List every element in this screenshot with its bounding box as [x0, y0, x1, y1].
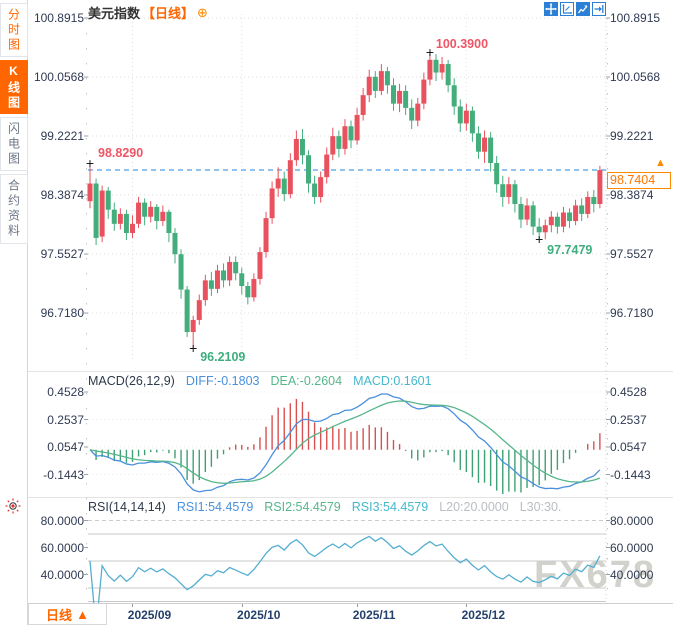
macd-diff-value: DIFF:-0.1803	[185, 374, 260, 388]
sidebar-item-contract-info[interactable]: 合约资料	[0, 174, 28, 244]
axis-label: 0.0547	[610, 440, 647, 454]
rsi-header: RSI(14,14,14) RSI1:54.4579 RSI2:54.4579 …	[88, 500, 561, 514]
rsi2-value: RSI2:54.4579	[264, 500, 341, 514]
axis-label: 0.2537	[47, 412, 84, 427]
macd-dea-line	[89, 400, 601, 484]
axis-label: 40.0000	[40, 567, 84, 582]
macd-rsi-separator	[28, 497, 673, 498]
period-label: 日线	[46, 607, 73, 623]
macd-header: MACD(26,12,9) DIFF:-0.1803 DEA:-0.2604 M…	[88, 374, 432, 388]
time-axis-tick	[241, 604, 243, 607]
axis-label: 97.5527	[610, 247, 654, 262]
price-annotation: 97.7479	[547, 243, 593, 258]
candlestick-series	[87, 53, 603, 349]
rsi3-value: RSI3:54.4579	[351, 500, 429, 514]
rsi-l30-value: L30:30.	[519, 500, 562, 514]
sidebar-item-candlestick-chart[interactable]: K线图	[0, 60, 28, 114]
axis-label: -0.1443	[43, 467, 84, 482]
left-axis-minor-ticks	[86, 18, 87, 600]
macd-histogram	[95, 398, 601, 494]
axis-label: 100.8915	[610, 11, 661, 25]
price-marker: +	[85, 154, 95, 171]
axis-label: 100.0568	[33, 70, 84, 84]
price-annotation: 96.2109	[200, 349, 246, 364]
time-axis-tick	[357, 604, 359, 607]
axis-label: 100.0568	[610, 70, 661, 84]
range-tool-icon[interactable]	[560, 2, 574, 16]
price-up-arrow: ▲	[655, 157, 666, 170]
sidebar-item-lightning-chart[interactable]: 闪电图	[0, 117, 28, 171]
chart-title-row: 美元指数 【日线】 ⊕	[88, 3, 208, 22]
sidebar-item-label: 合约资料	[6, 179, 21, 239]
time-axis-label: 2025/09	[127, 608, 172, 622]
period-tag: 【日线】	[142, 6, 195, 21]
axis-label: 60.0000	[610, 540, 654, 555]
sidebar: 分时图 K线图 闪电图 合约资料	[0, 0, 28, 625]
axis-label: 99.2221	[610, 129, 654, 143]
symbol-name: 美元指数	[88, 6, 141, 21]
axis-label: 98.3874	[610, 188, 654, 202]
right-axis-minor-ticks	[607, 18, 608, 600]
plus-icon[interactable]: ⊕	[197, 4, 208, 20]
price-marker: +	[425, 44, 434, 61]
live-sun-icon[interactable]	[5, 498, 21, 514]
price-annotation: 98.8290	[98, 145, 144, 160]
time-axis-label: 2025/12	[461, 608, 506, 622]
rsi-l20-value: L20:20.0000	[439, 500, 509, 514]
axis-label: 0.0547	[47, 440, 84, 454]
sidebar-item-label: 闪电图	[6, 121, 21, 167]
time-axis-tick	[466, 604, 468, 607]
price-marker: +	[535, 231, 544, 248]
axis-label: 60.0000	[40, 540, 84, 555]
time-axis-label: 2025/10	[237, 608, 281, 622]
price-marker: +	[189, 339, 198, 356]
axis-label: 100.8915	[33, 11, 84, 25]
axis-label: 0.2537	[610, 412, 647, 427]
chart-toolbar	[544, 2, 606, 16]
bottom-bar: 日线 ▲ 2025/09 2025/10 2025/11 2025/12	[28, 603, 673, 625]
sidebar-item-label: K线图	[6, 63, 21, 111]
axis-label: 97.5527	[40, 247, 84, 262]
rsi-line	[89, 535, 601, 625]
axis-label: 99.2221	[40, 129, 84, 143]
period-arrow-icon: ▲	[76, 606, 89, 622]
rsi1-value: RSI1:54.4579	[176, 500, 254, 514]
axis-label: 40.0000	[610, 567, 654, 582]
sidebar-item-timeline-chart[interactable]: 分时图	[0, 3, 28, 57]
price-annotation: 100.3900	[435, 37, 489, 52]
axis-label: -0.1443	[610, 467, 651, 482]
line-chart-tool-icon[interactable]	[576, 2, 590, 16]
macd-bar-value: MACD:0.1601	[353, 374, 432, 388]
time-axis-tick	[132, 604, 134, 607]
axis-label: 96.7180	[610, 306, 654, 321]
move-tool-icon[interactable]	[544, 2, 558, 16]
time-axis-label: 2025/11	[352, 608, 396, 622]
axis-label: 0.4528	[47, 385, 84, 399]
axis-label: 80.0000	[610, 513, 654, 528]
axis-label: 98.3874	[40, 188, 84, 202]
macd-dea-value: DEA:-0.2604	[270, 374, 343, 388]
macd-name: MACD(26,12,9)	[88, 374, 175, 388]
main-macd-separator	[28, 371, 673, 372]
sidebar-item-label: 分时图	[6, 7, 21, 53]
current-price-tag: 98.7404	[607, 172, 671, 190]
period-selector[interactable]: 日线 ▲	[28, 604, 107, 625]
exit-right-tool-icon[interactable]	[592, 2, 606, 16]
macd-diff-line	[89, 393, 601, 493]
rsi-name: RSI(14,14,14)	[88, 500, 166, 514]
axis-label: 80.0000	[40, 513, 84, 528]
axis-label: 0.4528	[610, 385, 647, 399]
axis-label: 96.7180	[40, 306, 84, 321]
